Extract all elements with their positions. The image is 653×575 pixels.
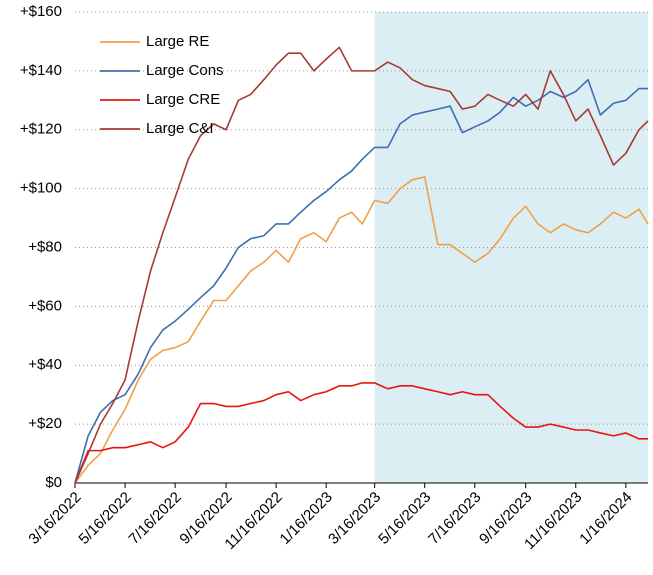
- x-tick-label: 1/16/2024: [576, 489, 635, 548]
- x-tick-label: 3/16/2023: [325, 489, 384, 548]
- y-tick-label: +$80: [28, 238, 62, 255]
- legend-label: Large C&I: [146, 120, 214, 137]
- y-tick-label: +$140: [20, 62, 62, 79]
- series-line: [74, 46, 649, 484]
- x-tick-label: 5/16/2023: [375, 489, 434, 548]
- legend-label: Large RE: [146, 33, 209, 50]
- y-tick-label: +$160: [20, 3, 62, 20]
- x-tick-label: 7/16/2023: [425, 489, 484, 548]
- y-tick-label: +$100: [20, 180, 62, 197]
- x-tick-label: 5/16/2022: [76, 489, 135, 548]
- y-tick-label: +$120: [20, 121, 62, 138]
- series-line: [74, 78, 648, 484]
- x-tick-label: 7/16/2022: [126, 489, 185, 548]
- series-line: [74, 176, 649, 484]
- y-tick-label: +$20: [28, 415, 62, 432]
- y-tick-label: $0: [45, 474, 62, 491]
- legend-label: Large Cons: [146, 62, 224, 79]
- y-tick-label: +$60: [28, 297, 62, 314]
- series-line: [74, 382, 648, 484]
- legend-label: Large CRE: [146, 91, 220, 108]
- y-tick-label: +$40: [28, 356, 62, 373]
- x-tick-label: 3/16/2022: [25, 489, 84, 548]
